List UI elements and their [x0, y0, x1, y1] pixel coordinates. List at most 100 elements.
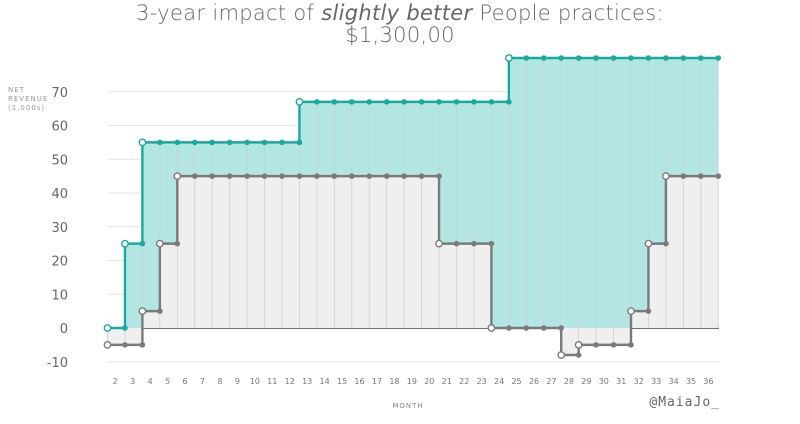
x-tick-label: 30 — [599, 377, 609, 386]
x-tick-label: 17 — [372, 377, 382, 386]
improved-point — [157, 139, 163, 146]
x-tick-label: 4 — [148, 377, 153, 386]
improved-point — [122, 325, 128, 331]
improved-point — [244, 139, 250, 146]
y-tick-label: 0 — [60, 322, 68, 337]
y-tick-label: 20 — [51, 255, 68, 270]
x-tick-label: 16 — [354, 377, 364, 386]
baseline-point — [366, 173, 373, 179]
baseline-point — [627, 307, 635, 316]
improved-point — [366, 99, 373, 105]
baseline-point — [610, 342, 617, 348]
baseline-point — [155, 239, 164, 248]
baseline-point — [435, 239, 443, 248]
x-tick-labels: 2 3 4 5 6 7 8 9 10 11 12 13 14 15 16 17 18 19 20 21 22 23 24 25… — [113, 377, 714, 386]
improved-point — [698, 55, 704, 61]
baseline-point — [296, 173, 303, 179]
baseline-point — [506, 325, 512, 331]
improved-point — [279, 139, 285, 146]
baseline-point — [226, 173, 233, 179]
x-tick-label: 32 — [634, 377, 644, 386]
x-tick-label: 6 — [182, 377, 187, 386]
baseline-point — [715, 173, 722, 179]
baseline-point — [453, 240, 460, 247]
baseline-point — [279, 173, 285, 179]
improved-point — [418, 99, 425, 105]
improved-point — [138, 138, 147, 147]
improved-point — [506, 99, 512, 105]
improved-point — [174, 139, 181, 146]
improved-point — [226, 139, 233, 146]
improved-point — [314, 99, 320, 105]
x-tick-label: 3 — [130, 377, 135, 386]
x-tick-label: 34 — [669, 377, 679, 386]
x-tick-label: 7 — [200, 377, 205, 386]
baseline-point — [523, 325, 530, 331]
improved-point — [139, 240, 146, 247]
chart-title: 3-year impact of slightly better People … — [136, 1, 664, 47]
baseline-point — [628, 342, 634, 348]
x-tick-label: 27 — [546, 377, 556, 386]
improved-point — [209, 139, 215, 146]
improved-point — [715, 55, 722, 61]
baseline-point — [244, 173, 250, 179]
baseline-point — [488, 240, 495, 247]
baseline-point — [401, 173, 407, 179]
baseline-point — [314, 173, 320, 179]
improved-point — [628, 55, 634, 61]
baseline-point — [644, 239, 653, 248]
series-points — [103, 54, 722, 359]
x-tick-label: 35 — [686, 377, 696, 386]
improved-point — [296, 139, 303, 146]
x-tick-label: 23 — [477, 377, 487, 386]
x-tick-label: 21 — [442, 377, 452, 386]
baseline-point — [157, 308, 163, 314]
x-tick-label: 18 — [389, 377, 399, 386]
x-tick-label: 15 — [337, 377, 347, 386]
x-tick-label: 28 — [564, 377, 574, 386]
x-tick-label: 26 — [529, 377, 539, 386]
improved-point — [331, 99, 338, 105]
baseline-line — [107, 174, 719, 357]
baseline-point — [383, 173, 390, 179]
x-tick-label: 24 — [494, 377, 504, 386]
y-tick-label: 70 — [51, 86, 68, 101]
baseline-point — [645, 308, 652, 314]
improved-point — [261, 139, 268, 146]
y-axis-label: NET REVENUE (1,000s) — [8, 86, 49, 112]
improved-point — [488, 99, 495, 105]
baseline-point — [331, 173, 338, 179]
improved-point — [471, 99, 477, 105]
x-tick-label: 22 — [459, 377, 469, 386]
improved-point — [523, 55, 530, 61]
baseline-area — [107, 176, 719, 355]
improved-point — [610, 55, 617, 61]
baseline-point — [593, 342, 599, 348]
x-tick-label: 36 — [703, 377, 713, 386]
baseline-point — [471, 240, 477, 247]
baseline-point — [349, 173, 355, 179]
baseline-point — [558, 325, 564, 331]
x-tick-label: 33 — [651, 377, 661, 386]
baseline-point — [575, 352, 582, 358]
baseline-point — [209, 173, 215, 179]
x-tick-label: 2 — [113, 377, 118, 386]
baseline-point — [540, 325, 547, 331]
x-tick-label: 9 — [235, 377, 240, 386]
baseline-point — [103, 340, 112, 349]
improved-point — [575, 55, 582, 61]
improved-point — [593, 55, 599, 61]
baseline-point — [418, 173, 425, 179]
y-tick-label: 60 — [51, 120, 68, 135]
author-credit: @MaiaJo_ — [649, 395, 720, 410]
y-tick-label: 50 — [51, 153, 68, 168]
improved-line — [107, 56, 719, 330]
baseline-point — [173, 172, 182, 181]
y-tick-label: 30 — [51, 221, 68, 236]
y-tick-labels: -10 0 10 20 30 40 50 60 70 — [47, 86, 68, 371]
series-lines — [107, 56, 719, 357]
baseline-point — [436, 173, 442, 179]
improved-point — [191, 139, 198, 146]
baseline-point — [138, 307, 147, 316]
